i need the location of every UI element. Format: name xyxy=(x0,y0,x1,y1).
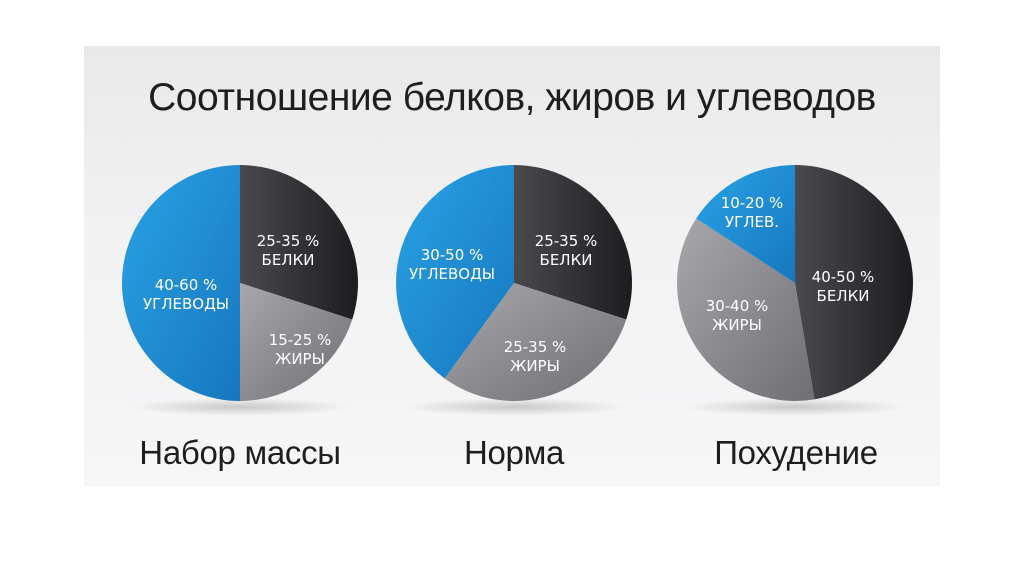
pie-shadow xyxy=(401,398,627,416)
slice-range-label: 40-60 % xyxy=(155,276,218,294)
slice-range-label: 15-25 % xyxy=(269,331,332,349)
slice-name-label: ЖИРЫ xyxy=(275,350,325,368)
slice-name-label: БЕЛКИ xyxy=(540,251,593,269)
pie-slice-protein xyxy=(795,165,913,400)
caption-mass-gain: Набор массы xyxy=(139,434,341,471)
pie-slice-carbs xyxy=(122,165,240,401)
slice-range-label: 30-40 % xyxy=(706,297,769,315)
pie-slice-fat xyxy=(444,283,627,401)
pie-slice-protein xyxy=(514,165,632,320)
pie-slice-carbs xyxy=(396,165,514,379)
slice-name-label: УГЛЕВОДЫ xyxy=(409,265,495,283)
slice-name-label: БЕЛКИ xyxy=(262,251,315,269)
caption-weight-loss: Похудение xyxy=(714,434,878,471)
caption-norm: Норма xyxy=(463,434,565,471)
pie-shadow xyxy=(682,398,908,416)
slice-name-label: УГЛЕВ. xyxy=(725,213,779,231)
slice-range-label: 30-50 % xyxy=(421,246,484,264)
slice-name-label: ЖИРЫ xyxy=(510,357,560,375)
pie-slice-fat xyxy=(240,283,353,401)
chart-title: Соотношение белков, жиров и углеводов xyxy=(148,76,876,119)
slice-range-label: 25-35 % xyxy=(257,232,320,250)
slice-range-label: 25-35 % xyxy=(504,338,567,356)
pie-slice-protein xyxy=(240,165,358,320)
slice-range-label: 10-20 % xyxy=(721,194,784,212)
slice-name-label: ЖИРЫ xyxy=(712,316,762,334)
slice-range-label: 40-50 % xyxy=(812,268,875,286)
slice-name-label: УГЛЕВОДЫ xyxy=(143,295,229,313)
pie-shadow xyxy=(127,398,353,416)
pie-slice-carbs xyxy=(696,165,795,283)
slice-name-label: БЕЛКИ xyxy=(817,287,870,305)
slice-range-label: 25-35 % xyxy=(535,232,598,250)
pie-slice-fat xyxy=(676,218,815,401)
